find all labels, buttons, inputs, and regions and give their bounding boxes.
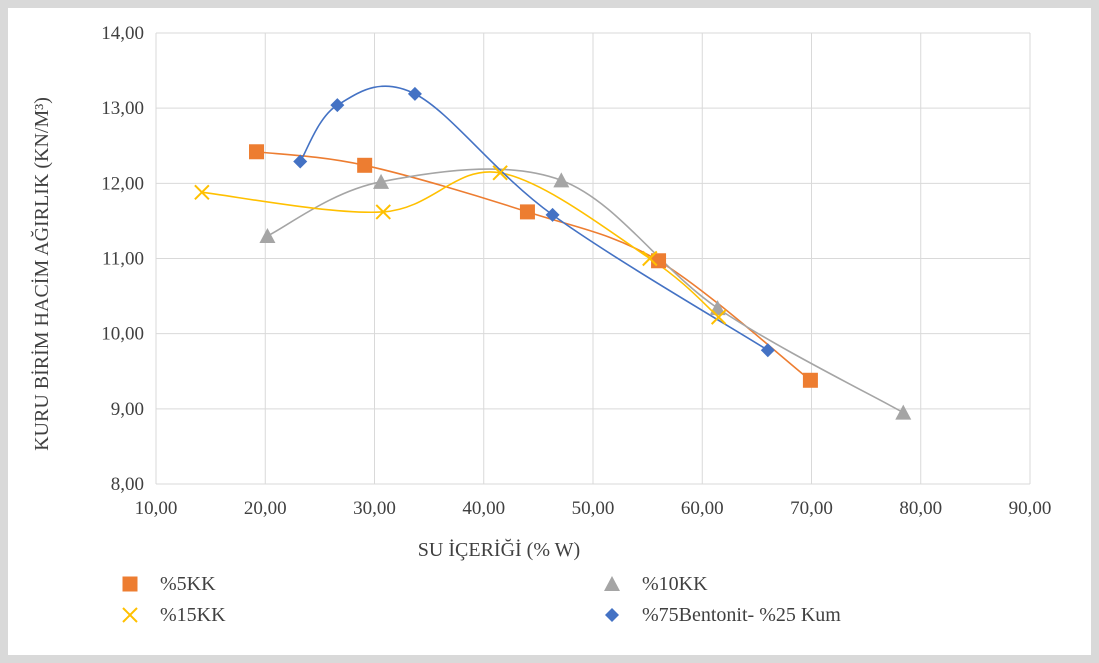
x-tick-label: 10,00 bbox=[135, 498, 178, 519]
data-point-triangle bbox=[373, 173, 390, 189]
y-tick-label: 11,00 bbox=[102, 249, 144, 270]
data-point-diamond bbox=[293, 154, 308, 169]
y-tick-label: 8,00 bbox=[111, 474, 144, 495]
data-point-square bbox=[249, 144, 265, 160]
x-marker-stroke bbox=[122, 607, 138, 623]
x-tick-label: 80,00 bbox=[899, 498, 942, 519]
x-tick-label: 70,00 bbox=[790, 498, 833, 519]
y-tick-label: 14,00 bbox=[101, 23, 144, 44]
x-tick-label: 30,00 bbox=[353, 498, 396, 519]
series-markers bbox=[194, 86, 912, 420]
legend-label: %10KK bbox=[642, 573, 708, 595]
x-marker-stroke bbox=[492, 165, 508, 181]
data-point-x bbox=[710, 309, 727, 325]
series-curves bbox=[201, 85, 904, 414]
y-tick-label: 10,00 bbox=[101, 324, 144, 345]
data-point-x bbox=[375, 204, 391, 220]
legend-item: %10KK bbox=[604, 573, 708, 595]
legend: %5KK %10KK %15KK %75Bentonit- %25 Kum bbox=[122, 573, 841, 626]
legend-marker-triangle bbox=[604, 576, 620, 591]
legend-marker-x bbox=[122, 607, 138, 623]
chart-frame: 10,00 20,00 30,00 40,00 50,00 60,00 70,00 80,00… bbox=[8, 8, 1091, 655]
y-axis-label: KURU BİRİM HACİM AĞIRLIK (KN/M³) bbox=[30, 97, 53, 451]
x-tick-label: 60,00 bbox=[681, 498, 724, 519]
x-axis-label: SU İÇERİĞİ (% W) bbox=[418, 538, 580, 561]
legend-item: %5KK bbox=[122, 573, 216, 595]
y-tick-label: 13,00 bbox=[101, 98, 144, 119]
data-point-triangle bbox=[259, 227, 276, 243]
data-point-x bbox=[642, 250, 658, 267]
data-point-square bbox=[357, 157, 373, 173]
series-curve-1 bbox=[267, 168, 904, 414]
data-point-x bbox=[492, 165, 508, 181]
x-tick-label: 50,00 bbox=[572, 498, 615, 519]
data-point-square bbox=[802, 372, 818, 388]
data-point-triangle bbox=[895, 404, 912, 420]
data-point-x bbox=[194, 184, 210, 201]
y-tick-label: 12,00 bbox=[101, 173, 144, 194]
legend-marker-diamond bbox=[605, 608, 619, 622]
legend-item: %15KK bbox=[122, 604, 226, 626]
series-curve-2 bbox=[201, 171, 720, 318]
grid-lines bbox=[155, 32, 1031, 485]
data-point-diamond bbox=[545, 207, 560, 222]
legend-item: %75Bentonit- %25 Kum bbox=[605, 604, 841, 626]
x-tick-label: 40,00 bbox=[462, 498, 505, 519]
data-point-diamond bbox=[407, 86, 422, 101]
data-point-diamond bbox=[330, 98, 345, 113]
series-curve-0 bbox=[256, 150, 811, 381]
legend-label: %75Bentonit- %25 Kum bbox=[642, 604, 841, 626]
x-marker-stroke bbox=[194, 184, 210, 201]
data-point-triangle bbox=[553, 172, 570, 188]
x-tick-label: 20,00 bbox=[244, 498, 287, 519]
legend-label: %5KK bbox=[160, 573, 216, 595]
x-marker-stroke bbox=[710, 309, 727, 325]
chart-svg: 10,00 20,00 30,00 40,00 50,00 60,00 70,00 80,00… bbox=[30, 23, 1051, 626]
x-tick-label: 90,00 bbox=[1009, 498, 1052, 519]
data-point-diamond bbox=[760, 343, 775, 358]
legend-marker-square bbox=[122, 576, 138, 592]
x-marker-stroke bbox=[375, 204, 391, 220]
y-tick-label: 9,00 bbox=[111, 399, 144, 420]
data-point-square bbox=[519, 204, 535, 220]
x-marker-stroke bbox=[642, 250, 658, 267]
legend-label: %15KK bbox=[160, 604, 226, 626]
axes: 10,00 20,00 30,00 40,00 50,00 60,00 70,00 80,00… bbox=[101, 23, 1051, 519]
